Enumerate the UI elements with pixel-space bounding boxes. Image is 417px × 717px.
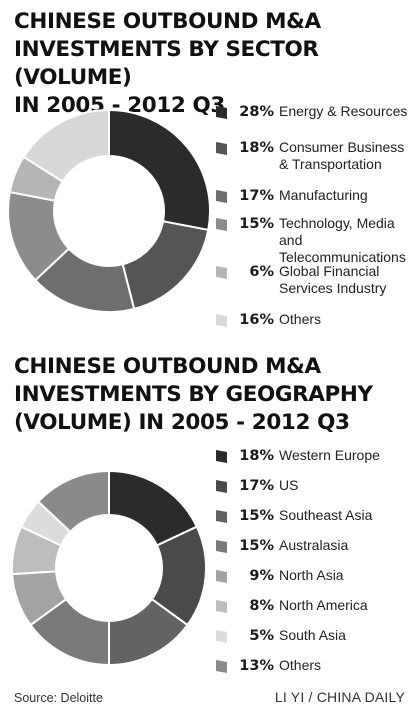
legend-value: 18% [239, 140, 274, 156]
legend-swatch-icon [216, 510, 227, 523]
legend-item: 5% South Asia [214, 627, 414, 657]
legend-value: 5% [249, 628, 274, 644]
legend-label: North Asia [279, 567, 344, 583]
chart-2-donut [11, 469, 207, 667]
legend-swatch-icon [216, 190, 227, 203]
legend-item: 6% Global Financial Services Industry [214, 263, 414, 311]
legend-swatch-icon [216, 480, 227, 493]
legend-swatch-icon [216, 450, 227, 463]
legend-label: Manufacturing [279, 187, 368, 203]
legend-value: 17% [239, 478, 274, 494]
source-note: Source: Deloitte [14, 691, 103, 705]
legend-swatch-icon [216, 218, 227, 231]
legend-label: North America [279, 597, 368, 613]
legend-swatch-icon [216, 600, 227, 613]
legend-value: 6% [249, 264, 274, 280]
slice-others [22, 108, 110, 183]
legend-value: 18% [239, 448, 274, 464]
legend-swatch-icon [216, 266, 227, 279]
legend-label: Technology, Media and Telecommunications [279, 215, 406, 265]
legend-label: Western Europe [279, 447, 380, 463]
legend-swatch-icon [216, 106, 227, 119]
legend-item: 17% Manufacturing [214, 187, 414, 215]
legend-item: 16% Others [214, 311, 414, 339]
legend-value: 28% [239, 104, 274, 120]
legend-value: 9% [249, 568, 274, 584]
chart-2-title: CHINESE OUTBOUND M&A INVESTMENTS BY GEOG… [14, 354, 373, 435]
credit-line: LI YI / CHINA DAILY [274, 689, 405, 705]
legend-item: 8% North America [214, 597, 414, 627]
legend-swatch-icon [216, 314, 227, 327]
legend-swatch-icon [216, 630, 227, 643]
legend-item: 18% Western Europe [214, 447, 414, 477]
legend-swatch-icon [216, 142, 227, 155]
chart-2-legend: 18% Western Europe 17% US 15% Southeast Asia 1… [214, 447, 414, 687]
legend-label: Australasia [279, 537, 349, 553]
legend-swatch-icon [216, 540, 227, 553]
legend-value: 13% [239, 658, 274, 674]
legend-value: 16% [239, 312, 274, 328]
slice-energy-resources [108, 108, 211, 232]
legend-value: 15% [239, 538, 274, 554]
chart-1-title: CHINESE OUTBOUND M&A INVESTMENTS BY SECT… [14, 9, 321, 118]
legend-item: 9% North Asia [214, 567, 414, 597]
legend-swatch-icon [216, 660, 227, 673]
legend-value: 15% [239, 508, 274, 524]
legend-value: 15% [239, 216, 274, 232]
legend-label: South Asia [279, 627, 346, 643]
legend-item: 18% Consumer Business & Transportation [214, 139, 414, 187]
legend-label: Southeast Asia [279, 507, 373, 523]
legend-label: Consumer Business & Transportation [279, 139, 405, 172]
legend-label: Global Financial Services Industry [279, 263, 387, 296]
legend-item: 15% Australasia [214, 537, 414, 567]
legend-label: US [279, 477, 299, 493]
legend-label: Energy & Resources [279, 103, 408, 119]
legend-label: Others [279, 311, 322, 327]
legend-value: 8% [249, 598, 274, 614]
legend-item: 15% Southeast Asia [214, 507, 414, 537]
slice-consumer-business-transportation [121, 220, 210, 311]
legend-swatch-icon [216, 570, 227, 583]
legend-item: 17% US [214, 477, 414, 507]
legend-label: Others [279, 657, 322, 673]
legend-value: 17% [239, 188, 274, 204]
legend-item: 13% Others [214, 657, 414, 687]
legend-item: 28% Energy & Resources [214, 103, 414, 139]
chart-1-donut [7, 108, 211, 313]
slice-others [36, 469, 110, 534]
legend-item: 15% Technology, Media and Telecommunicati… [214, 215, 414, 265]
chart-1-legend: 28% Energy & Resources 18% Consumer Busines… [214, 103, 414, 339]
